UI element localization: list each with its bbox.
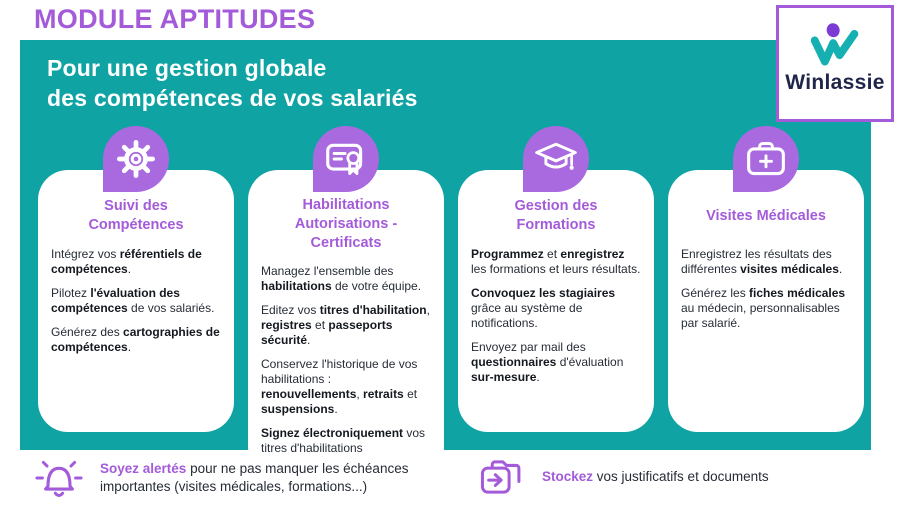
card-title: Habilitations Autorisations - Certificat…: [294, 197, 398, 251]
main-heading: Pour une gestion globale des compétences…: [47, 55, 418, 111]
winlassie-logo-mark: [810, 23, 859, 66]
card-title: Gestion des Formations: [514, 198, 598, 233]
gear-icon: [103, 126, 169, 192]
graduation-cap-icon: [523, 126, 589, 192]
card-body: Managez l'ensemble des habilitations de …: [261, 264, 430, 455]
card-body: Programmez et enregistrez les formations…: [471, 247, 641, 384]
page-title: MODULE APTITUDES: [34, 4, 316, 34]
card-body: Intégrez vos référentiels de compétences…: [51, 247, 220, 354]
card-body: Enregistrez les résultats des différente…: [681, 247, 846, 330]
alert-text: Soyez alertés pour ne pas manquer les éc…: [100, 461, 409, 494]
winlassie-logo: Winlassie: [776, 5, 894, 122]
medical-case-icon: [733, 126, 799, 192]
card-suivi-competences: Suivi des Compétences Intégrez vos référ…: [38, 126, 234, 432]
card-visites-medicales: Visites Médicales Enregistrez les résult…: [668, 126, 864, 432]
card-title: Suivi des Compétences: [88, 198, 184, 233]
card-title: Visites Médicales: [706, 207, 826, 224]
card-gestion-formations: Gestion des Formations Programmez et enr…: [458, 126, 654, 432]
winlassie-brand-text: Winlassie: [785, 71, 885, 94]
footer-alert-item: Soyez alertés pour ne pas manquer les éc…: [34, 455, 452, 501]
bell-icon: [34, 455, 84, 501]
certificate-icon: [313, 126, 379, 192]
store-text: Stockez vos justificatifs et documents: [542, 469, 769, 484]
footer-store-item: Stockez vos justificatifs et documents: [478, 455, 769, 499]
card-habilitations: Habilitations Autorisations - Certificat…: [248, 126, 444, 477]
folder-arrow-icon: [478, 455, 526, 499]
